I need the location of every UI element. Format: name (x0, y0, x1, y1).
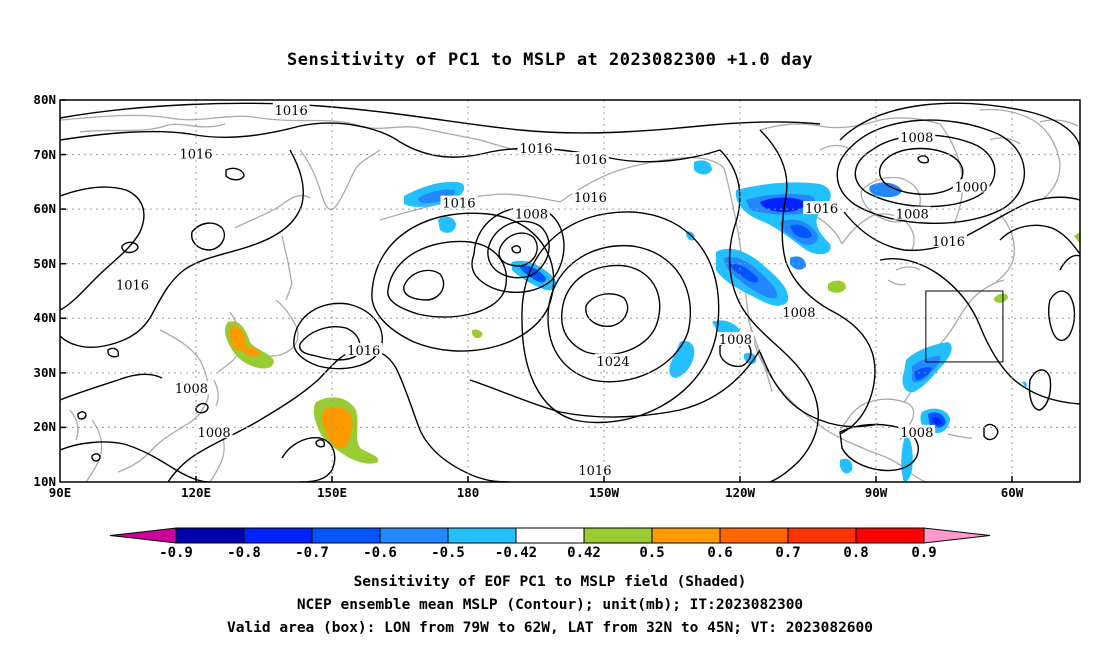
contour-label: 1008 (900, 131, 933, 146)
contour-label-background (272, 102, 310, 116)
contour-label: 1008 (198, 426, 231, 441)
colorbar-arrow-low (109, 527, 177, 544)
lon-tick-label: 120W (725, 485, 756, 500)
lon-tick-label: 180 (457, 485, 480, 500)
map-frame (59, 99, 1081, 483)
valid-area-box (925, 290, 1004, 363)
lon-tick-label: 60W (1001, 485, 1024, 500)
contour-label: 1016 (519, 142, 552, 157)
contour-label-background (803, 201, 840, 215)
lon-tick-label: 120E (181, 485, 211, 500)
colorbar-segment (515, 527, 585, 544)
colorbar-label: 0.8 (843, 545, 868, 561)
contour-label-background (513, 206, 550, 220)
lat-tick-label: 20N (33, 419, 56, 434)
colorbar-segment (311, 527, 381, 544)
contour-label: 1016 (116, 279, 149, 294)
contour-label: 1016 (275, 104, 308, 119)
colorbar-segment (651, 527, 721, 544)
colorbar-label: 0.42 (567, 545, 601, 561)
lat-tick-label: 30N (33, 365, 56, 380)
colorbar-segment (787, 527, 857, 544)
colorbar-label: -0.9 (159, 545, 193, 561)
lon-tick-label: 150W (589, 485, 620, 500)
contour-label-background (898, 130, 936, 144)
caption-valid-area: Valid area (box): LON from 79W to 62W, L… (226, 620, 873, 636)
contour-label: 1016 (932, 235, 965, 250)
contour-label: 1008 (896, 208, 929, 223)
lat-tick-label: 60N (33, 201, 56, 216)
colorbar: -0.9 -0.8 -0.7 -0.6 -0.5 -0.42 0.42 0.5 0.6 0.7 0.… (109, 527, 991, 561)
lat-tick-label: 10N (33, 474, 56, 489)
contour-label: 1016 (442, 197, 475, 212)
contour-label: 1008 (719, 333, 752, 348)
contour-label-background (517, 141, 555, 155)
contour-label-background (177, 146, 215, 160)
contour-label-background (594, 353, 632, 367)
lat-tick-label: 50N (33, 256, 56, 271)
colorbar-label: -0.8 (227, 545, 261, 561)
contour-label-background (440, 195, 478, 209)
tick-marks (60, 99, 1013, 482)
lon-tick-label: 90W (865, 485, 888, 500)
contour-label: 1008 (900, 426, 933, 441)
contour-label-background (898, 424, 936, 438)
caption-contour: NCEP ensemble mean MSLP (Contour); unit(… (296, 597, 804, 613)
contour-label: 1016 (805, 202, 838, 217)
grid-lines (60, 100, 1080, 482)
mslp-contours (60, 102, 1080, 482)
contour-label: 1000 (955, 180, 988, 195)
contour-label: 1016 (574, 191, 607, 206)
colorbar-segment (379, 527, 449, 544)
lon-tick-label: 90E (49, 485, 72, 500)
colorbar-label: 0.7 (775, 545, 800, 561)
contour-label: 1016 (179, 148, 212, 163)
lat-tick-label: 80N (33, 92, 56, 107)
colorbar-label: -0.42 (495, 545, 537, 561)
contour-label-background (952, 179, 990, 193)
colorbar-label: 0.5 (639, 545, 664, 561)
colorbar-segment (175, 527, 245, 544)
contour-label: 1008 (175, 382, 208, 397)
colorbar-label: -0.7 (295, 545, 329, 561)
contour-label-background (780, 304, 818, 318)
contour-label-background (576, 463, 614, 477)
lat-tick-label: 40N (33, 310, 56, 325)
contour-label: 1024 (597, 355, 630, 370)
contour-label-background (195, 424, 233, 438)
colorbar-segment (447, 527, 517, 544)
colorbar-label: 0.6 (707, 545, 732, 561)
contour-label-background (717, 332, 754, 346)
contour-label: 1008 (515, 208, 548, 223)
contour-label: 1016 (574, 153, 607, 168)
colorbar-arrow-high (923, 527, 991, 544)
contour-label: 1008 (782, 306, 815, 321)
contour-label: 1016 (347, 344, 380, 359)
latitude-labels: 80N 70N 60N 50N 40N 30N 20N 10N (33, 92, 56, 489)
colorbar-segment (855, 527, 925, 544)
contour-label: 1016 (578, 464, 611, 479)
contour-label-background (173, 381, 210, 395)
contour-label-background (572, 190, 609, 204)
lat-tick-label: 70N (33, 147, 56, 162)
contour-label-background (345, 343, 383, 357)
contour-label-background (893, 206, 931, 220)
caption-shaded: Sensitivity of EOF PC1 to MSLP field (Sh… (353, 574, 747, 590)
longitude-labels: 90E 120E 150E 180 150W 120W 90W 60W (49, 485, 1024, 500)
colorbar-segment (719, 527, 789, 544)
contour-label-background (114, 277, 151, 291)
colorbar-segment (243, 527, 313, 544)
colorbar-label: -0.5 (431, 545, 465, 561)
colorbar-label: 0.9 (911, 545, 936, 561)
figure-title: Sensitivity of PC1 to MSLP at 2023082300… (286, 50, 813, 70)
contour-label-background (930, 233, 967, 247)
colorbar-segment (583, 527, 653, 544)
lon-tick-label: 150E (317, 485, 347, 500)
contour-label-background (572, 152, 609, 166)
colorbar-label: -0.6 (363, 545, 397, 561)
